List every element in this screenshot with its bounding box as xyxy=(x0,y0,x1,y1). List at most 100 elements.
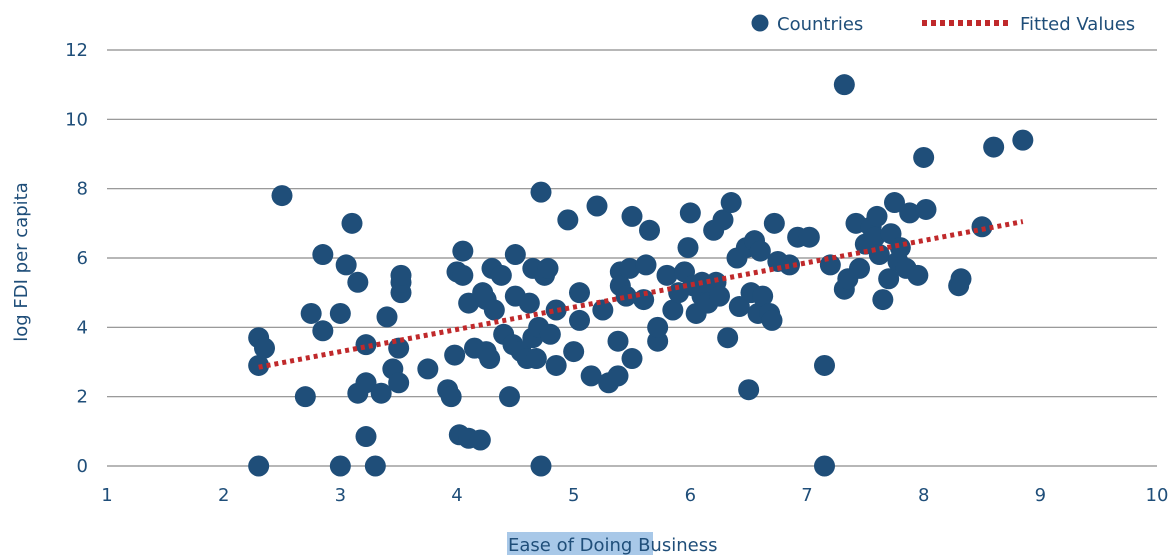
x-axis-label-highlight xyxy=(507,532,653,555)
data-point xyxy=(639,219,660,241)
legend: Countries Fitted Values xyxy=(751,14,1135,35)
data-point xyxy=(518,292,540,314)
data-point xyxy=(592,299,614,321)
data-point xyxy=(355,426,377,448)
x-tick-label: 5 xyxy=(568,485,579,506)
y-tick-label: 10 xyxy=(65,109,88,130)
data-point xyxy=(728,296,750,318)
x-tick-label: 1 xyxy=(101,485,112,506)
data-point xyxy=(312,320,334,342)
x-tick-label: 10 xyxy=(1146,485,1169,506)
y-axis-ticks: 0 2 4 6 8 10 12 xyxy=(65,40,88,477)
data-point xyxy=(586,195,608,217)
legend-countries-marker xyxy=(751,14,769,32)
data-points xyxy=(248,74,1034,477)
data-point xyxy=(483,299,505,321)
data-point xyxy=(271,185,293,207)
data-point xyxy=(798,226,820,248)
data-point xyxy=(761,309,783,331)
data-point xyxy=(504,244,526,266)
x-tick-label: 2 xyxy=(218,485,229,506)
data-point xyxy=(779,254,800,276)
data-point xyxy=(417,358,439,380)
data-point xyxy=(983,136,1005,158)
data-point xyxy=(720,192,742,214)
data-point xyxy=(294,386,316,408)
data-point xyxy=(864,226,886,248)
data-point xyxy=(915,198,937,220)
data-point xyxy=(872,289,894,311)
data-point xyxy=(469,429,491,451)
x-axis-label: Ease of Doing Business xyxy=(508,535,717,555)
data-point xyxy=(335,254,357,276)
data-point xyxy=(717,327,739,349)
data-point xyxy=(1012,129,1034,151)
data-point xyxy=(884,192,905,214)
data-point xyxy=(569,309,590,331)
data-point xyxy=(364,455,386,477)
data-point xyxy=(814,354,835,376)
y-tick-label: 0 xyxy=(77,456,88,477)
data-point xyxy=(490,264,512,286)
data-point xyxy=(569,282,590,304)
data-point xyxy=(899,202,921,224)
y-tick-label: 8 xyxy=(77,179,88,200)
data-point xyxy=(580,365,602,387)
x-tick-label: 3 xyxy=(335,485,346,506)
data-point xyxy=(749,240,771,262)
data-point xyxy=(355,372,377,394)
data-point xyxy=(712,209,734,231)
data-point xyxy=(499,386,520,408)
data-point xyxy=(347,271,369,293)
fitted-values-line xyxy=(258,219,1024,370)
x-axis-ticks: 1 2 3 4 5 6 7 8 9 10 xyxy=(101,485,1168,506)
data-point xyxy=(679,202,701,224)
data-point xyxy=(619,257,641,279)
data-point xyxy=(370,382,392,404)
data-point xyxy=(452,264,474,286)
x-tick-label: 6 xyxy=(685,485,696,506)
data-point xyxy=(530,181,552,203)
data-point xyxy=(866,205,888,227)
data-point xyxy=(621,348,643,370)
data-point xyxy=(376,306,398,328)
data-point xyxy=(545,354,567,376)
data-point xyxy=(440,386,462,408)
data-point xyxy=(662,299,684,321)
data-point xyxy=(833,74,855,96)
gridlines xyxy=(107,49,1157,467)
data-point xyxy=(312,244,334,266)
legend-countries-label: Countries xyxy=(777,14,863,35)
data-point xyxy=(621,205,643,227)
data-point xyxy=(752,285,774,307)
data-point xyxy=(329,455,351,477)
data-point xyxy=(889,237,911,259)
data-point xyxy=(530,455,552,477)
data-point xyxy=(913,146,935,168)
data-point xyxy=(254,337,275,359)
y-axis-label: log FDI per capita xyxy=(11,182,32,341)
data-point xyxy=(563,341,585,363)
data-point xyxy=(647,316,669,338)
data-point xyxy=(341,212,363,234)
data-point xyxy=(738,379,760,401)
data-point xyxy=(248,455,270,477)
data-point xyxy=(635,254,657,276)
data-point xyxy=(452,240,474,262)
data-point xyxy=(849,257,870,279)
data-point xyxy=(677,237,699,259)
data-point xyxy=(709,285,730,307)
data-point xyxy=(390,264,412,286)
x-tick-label: 9 xyxy=(1035,485,1046,506)
data-point xyxy=(525,348,547,370)
data-point xyxy=(479,348,501,370)
x-tick-label: 7 xyxy=(801,485,812,506)
data-point xyxy=(545,299,567,321)
data-point xyxy=(388,337,410,359)
data-point xyxy=(537,257,559,279)
data-point xyxy=(763,212,785,234)
data-point xyxy=(607,330,629,352)
data-point xyxy=(355,334,377,356)
data-point xyxy=(539,323,561,345)
